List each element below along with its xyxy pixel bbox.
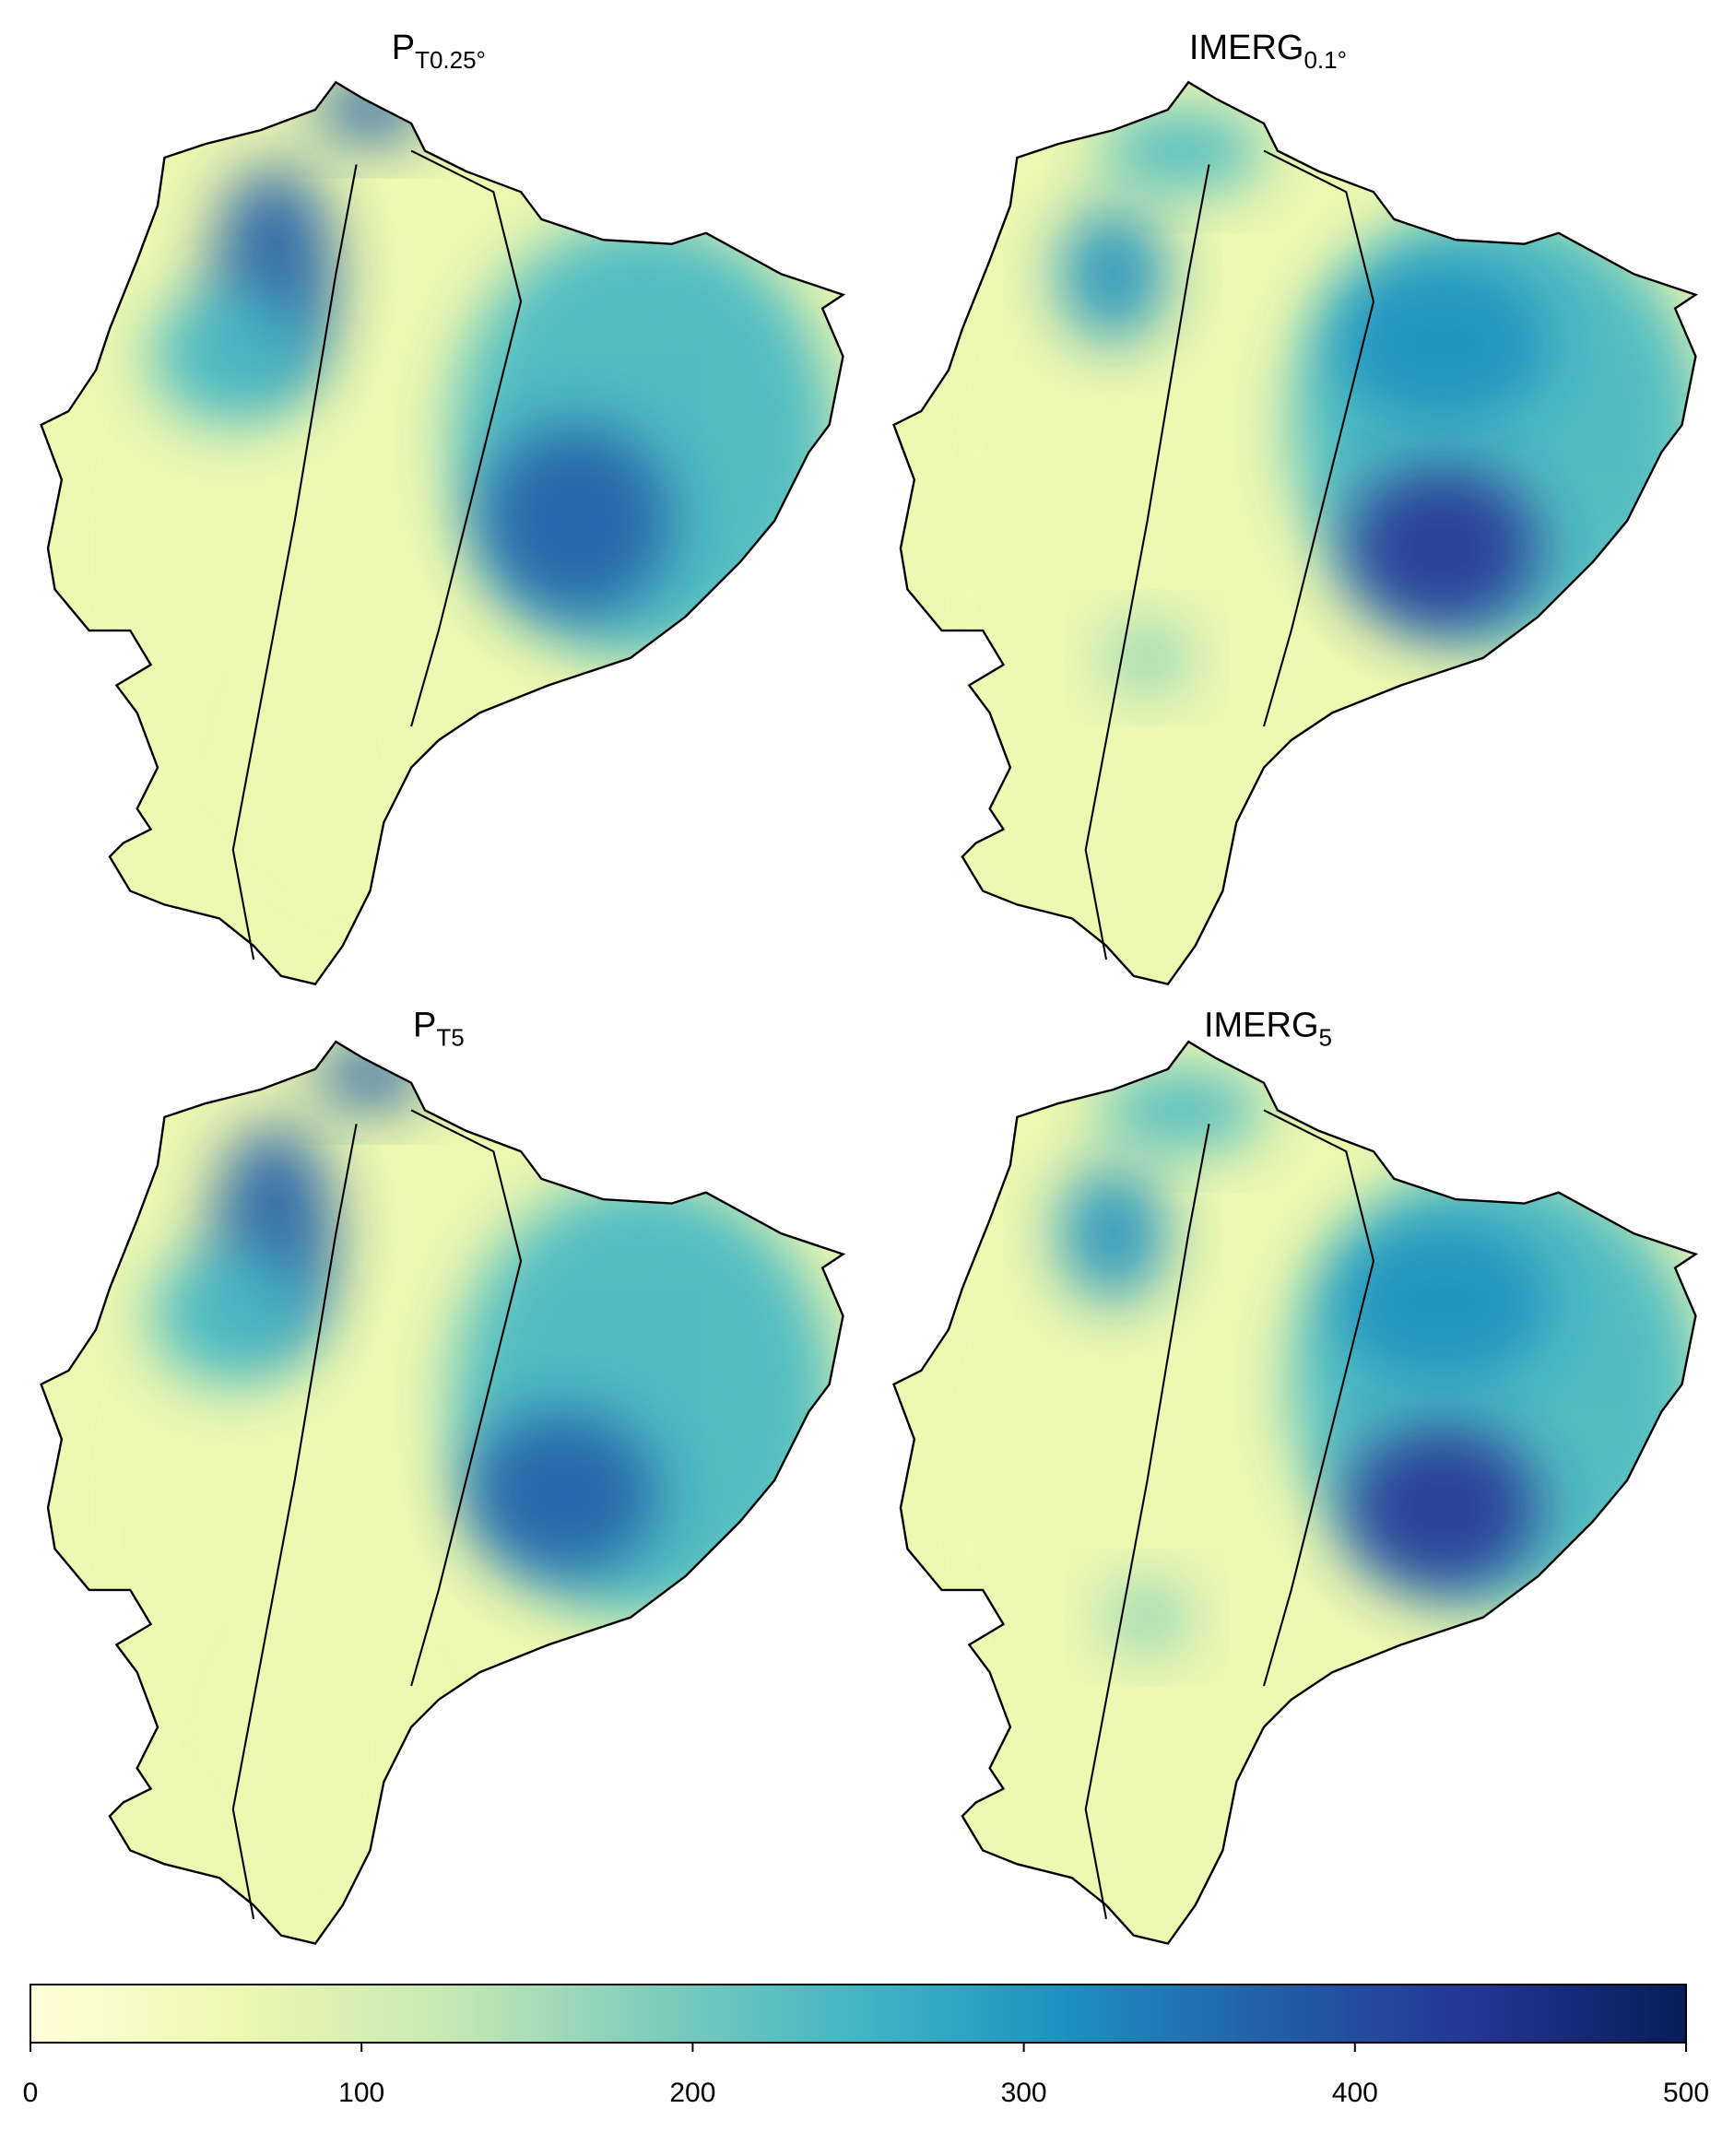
panel-title: PT5 <box>413 1006 465 1051</box>
colorbar-tick-label: 0 <box>23 2078 39 2108</box>
title-subscript: T0.25° <box>415 46 486 74</box>
precip-blob <box>1099 1068 1265 1152</box>
precip-blob <box>452 218 837 658</box>
precip-blob <box>1057 206 1168 343</box>
precip-blob <box>315 82 425 145</box>
colorbar-tick-label: 200 <box>669 2078 715 2108</box>
precip-blob <box>479 424 672 618</box>
precip-blob <box>1346 1425 1539 1590</box>
precip-blob <box>246 1631 412 1879</box>
precip-field <box>41 1042 843 1944</box>
andes-boundary <box>410 1109 523 1687</box>
title-main: IMERG <box>1189 29 1304 67</box>
colorbar-tick-label: 300 <box>1001 2078 1047 2108</box>
title-subscript: 5 <box>1319 1023 1332 1051</box>
colorbar-tick-label: 100 <box>338 2078 384 2108</box>
precip-field <box>41 82 843 984</box>
title-main: P <box>392 29 415 67</box>
andes-boundary <box>1263 1109 1375 1687</box>
colorbar <box>29 1984 1687 2044</box>
precip-field <box>893 82 1696 984</box>
precip-blob <box>1106 623 1189 692</box>
precip-blob <box>1346 465 1539 631</box>
andes-boundary <box>231 1124 358 1919</box>
title-subscript: T5 <box>436 1023 464 1051</box>
panel-title: PT0.25° <box>392 29 486 74</box>
map-panel <box>40 81 844 985</box>
precip-field <box>893 1042 1696 1944</box>
andes-boundary <box>1084 1124 1210 1919</box>
precip-blob <box>1106 1583 1189 1652</box>
precip-blob <box>1099 109 1265 193</box>
andes-boundary <box>231 164 358 960</box>
precip-blob <box>1057 1164 1168 1302</box>
precip-blob <box>150 1247 316 1384</box>
map-panel <box>40 1040 844 1945</box>
panel-title: IMERG0.1° <box>1189 29 1347 74</box>
precip-blob <box>260 657 425 905</box>
title-main: P <box>413 1006 436 1044</box>
title-main: IMERG <box>1204 1006 1319 1044</box>
andes-boundary <box>1263 149 1375 727</box>
map-panel <box>892 81 1697 985</box>
precip-blob <box>150 288 316 425</box>
andes-boundary <box>410 149 523 727</box>
precip-blob <box>315 1042 425 1111</box>
precip-blob <box>466 1411 658 1577</box>
map-panel <box>892 1040 1697 1945</box>
precip-blob <box>1332 1219 1552 1384</box>
andes-boundary <box>1084 164 1210 960</box>
precip-blob <box>1332 260 1552 425</box>
colorbar-tick-label: 400 <box>1332 2078 1378 2108</box>
title-subscript: 0.1° <box>1303 46 1347 74</box>
colorbar-tick-label: 500 <box>1663 2078 1709 2108</box>
panel-title: IMERG5 <box>1204 1006 1332 1051</box>
